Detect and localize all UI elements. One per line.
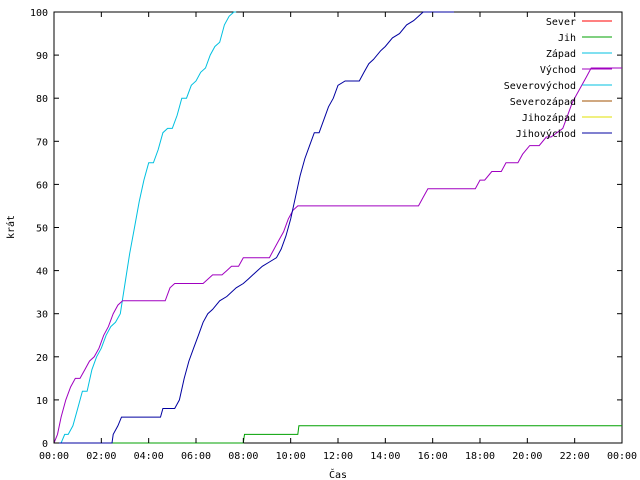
x-tick-label: 08:00	[228, 451, 258, 462]
y-tick-label: 10	[36, 396, 48, 407]
legend-label: Severovýchod	[504, 80, 576, 92]
x-axis-label: Čas	[329, 468, 347, 480]
y-tick-label: 0	[42, 439, 48, 450]
legend: Sever Jih Západ Východ Severovýchod Severozáp…	[504, 17, 612, 140]
legend-label: Západ	[546, 48, 576, 60]
plot-border	[53, 11, 623, 444]
y-tick-label: 40	[36, 267, 48, 278]
x-tick-label: 14:00	[370, 451, 400, 462]
series-lines	[53, 11, 622, 444]
series-line-jih	[54, 425, 622, 444]
x-tick-label: 00:00	[39, 451, 69, 462]
legend-label: Jihozápad	[522, 112, 576, 124]
x-tick-label: 10:00	[276, 451, 306, 462]
legend-label: Sever	[546, 17, 576, 28]
y-tick-label: 50	[36, 224, 48, 235]
x-tick-label: 04:00	[134, 451, 164, 462]
legend-label: Východ	[540, 64, 576, 76]
y-tick-label: 30	[36, 310, 48, 321]
x-tick-label: 20:00	[512, 451, 542, 462]
series-line-jihovýchod	[54, 11, 454, 444]
x-tick-label: 18:00	[465, 451, 495, 462]
x-axis-ticks: 00:00 02:00 04:00 06:00 08:00 10:00 12:00 14:00…	[39, 12, 637, 462]
y-tick-label: 70	[36, 137, 48, 148]
x-tick-label: 00:00	[607, 451, 637, 462]
y-tick-label: 60	[36, 180, 48, 191]
series-line-východ	[53, 67, 622, 444]
plot-frame	[53, 11, 623, 444]
x-tick-label: 02:00	[86, 451, 116, 462]
y-axis-label: krát	[5, 215, 17, 239]
legend-label: Jihovýchod	[516, 128, 576, 140]
y-tick-label: 80	[36, 94, 48, 105]
x-tick-label: 06:00	[181, 451, 211, 462]
y-tick-label: 20	[36, 353, 48, 364]
y-axis-ticks: 0 10 20 30 40 50 60 70 80 90 100	[30, 8, 622, 450]
y-tick-label: 100	[30, 8, 48, 19]
x-tick-label: 16:00	[418, 451, 448, 462]
x-tick-label: 12:00	[323, 451, 353, 462]
x-tick-label: 22:00	[560, 451, 590, 462]
series-line-západ	[54, 11, 237, 444]
legend-label: Jih	[558, 33, 576, 44]
legend-label: Severozápad	[510, 96, 576, 108]
y-tick-label: 90	[36, 51, 48, 62]
